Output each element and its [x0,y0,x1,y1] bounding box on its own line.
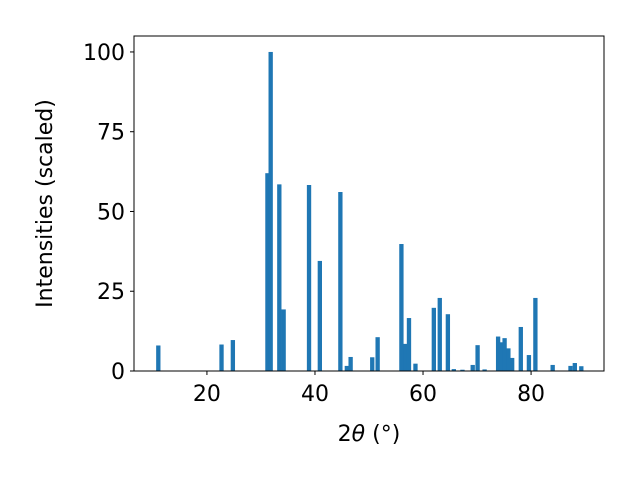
x-tick-label: 40 [301,382,329,407]
bar [306,185,312,371]
y-tick-label: 25 [97,280,125,305]
x-axis-label-unit: (°) [365,422,400,447]
bar [338,192,343,371]
bar [431,307,436,371]
bar [518,326,523,371]
y-tick-label: 100 [83,41,125,66]
x-tick-label: 60 [409,382,437,407]
bar [399,244,404,371]
bar [344,365,350,371]
bar [219,344,224,371]
bar [375,337,380,371]
y-axis-label: Intensities (scaled) [33,99,58,308]
bar [495,336,501,371]
bar [317,260,322,371]
bar [533,297,538,371]
bar [265,173,270,371]
bar [445,314,451,371]
x-tick-label: 20 [193,382,221,407]
x-axis-label-prefix: 2 [338,422,352,447]
x-axis-label: 2θ (°) [338,422,401,447]
bar [550,364,555,371]
bar [451,369,456,371]
bar [281,309,286,371]
bar [370,357,375,371]
y-tick-label: 75 [97,121,125,146]
y-tick-label: 0 [111,360,125,385]
bar [403,343,408,371]
bar [506,348,511,371]
bar [437,297,442,371]
bar [156,345,161,371]
bar [413,363,418,371]
bar [470,364,475,371]
bar [277,184,282,371]
bar [268,51,273,371]
bar [502,338,507,371]
bar [406,318,412,371]
bars-group [156,51,584,371]
bar [510,357,515,371]
y-tick-label: 50 [97,200,125,225]
bar [348,356,353,371]
bar [568,365,573,371]
x-ticks: 20 40 60 80 [193,371,545,407]
plot-frame [133,35,605,372]
bar [572,363,577,371]
y-ticks: 0 25 50 75 100 [83,41,134,385]
bar [579,366,584,371]
bar [498,342,503,371]
bar [482,369,487,371]
bar [475,345,480,371]
x-axis-label-symbol: θ [352,422,366,447]
bar [460,369,465,371]
x-tick-label: 80 [517,382,545,407]
bar [526,355,532,371]
bar [230,340,236,371]
